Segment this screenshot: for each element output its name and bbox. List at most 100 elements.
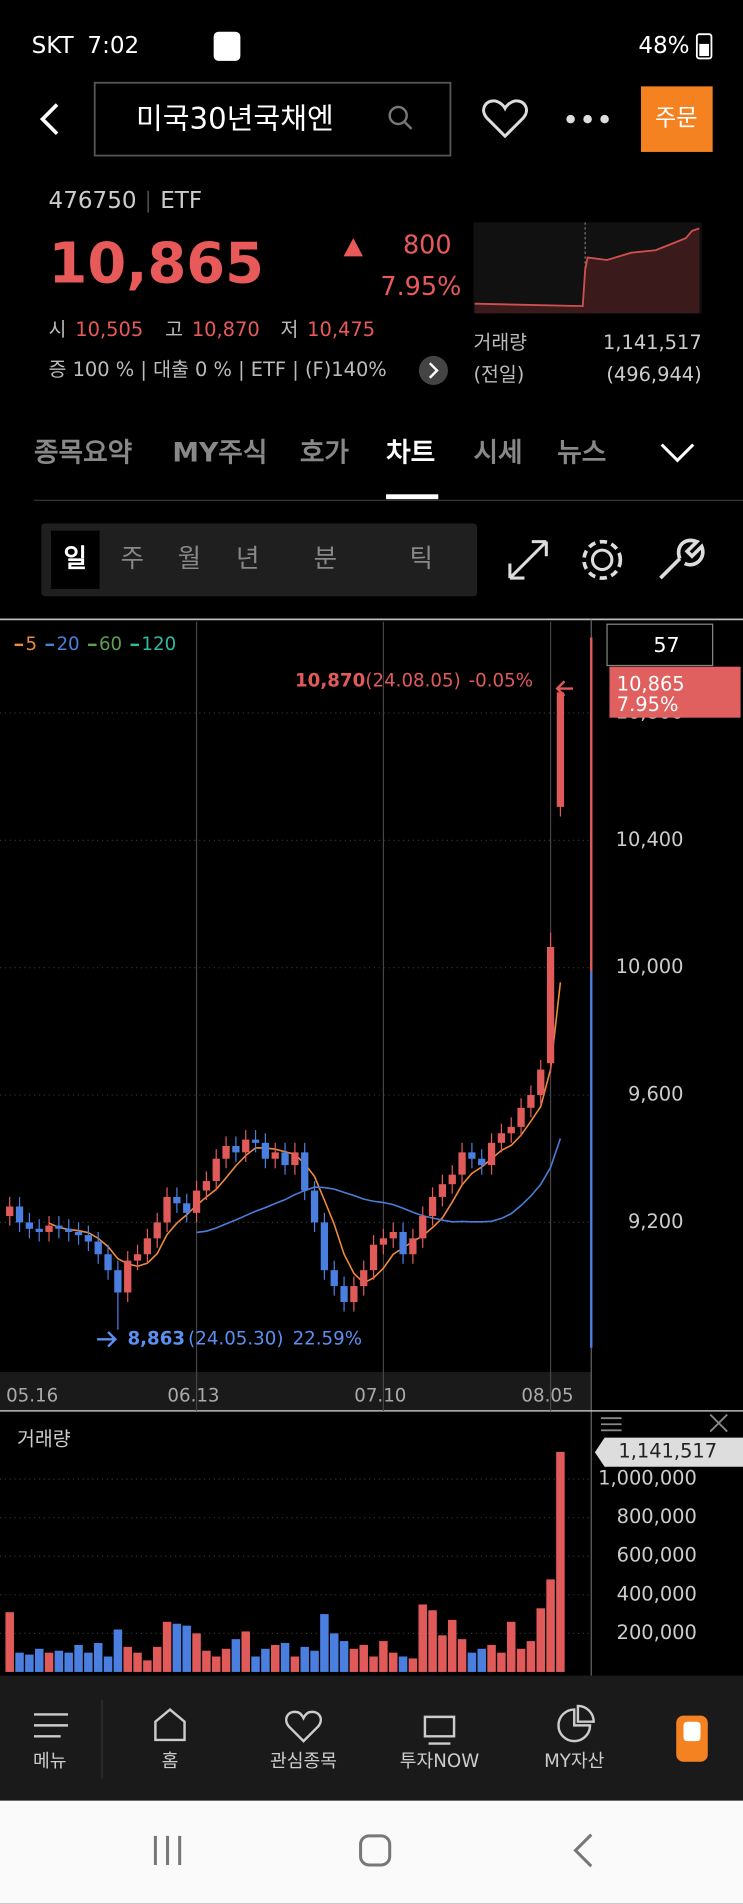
tab[interactable]: 호가: [300, 438, 350, 469]
volume-bar: [418, 1604, 427, 1672]
x-tick-label: 08.05: [521, 1385, 573, 1406]
period-button[interactable]: 분: [314, 544, 337, 574]
volume-label: 거래량: [473, 331, 527, 354]
nav-items: 메뉴 홈 관심종목 투자NOW MY자산: [33, 1704, 605, 1772]
high-note-arrow: [555, 680, 574, 697]
prev-volume: (496,944): [606, 363, 701, 386]
nav-label[interactable]: 투자NOW: [400, 1751, 479, 1772]
volume-bar: [123, 1646, 132, 1672]
candle-body: [104, 1254, 112, 1271]
period-button[interactable]: 틱: [410, 544, 433, 574]
x-tick-label: 07.10: [354, 1385, 406, 1406]
info-button[interactable]: [418, 355, 448, 386]
candle-body: [369, 1244, 378, 1271]
candle-body: [438, 1184, 447, 1197]
candle-body: [15, 1206, 24, 1223]
candle-body: [350, 1286, 358, 1303]
candle-body: [458, 1152, 466, 1175]
volume-bar: [44, 1652, 54, 1672]
candle-body: [301, 1152, 309, 1191]
y-tick-label: 9,200: [628, 1210, 684, 1233]
candle-body: [65, 1228, 73, 1232]
y-tick-label: 1,000,000: [598, 1467, 697, 1490]
period-button[interactable]: 일: [64, 544, 87, 574]
search-text: 미국30년국채엔: [136, 101, 334, 135]
system-back[interactable]: [573, 1833, 593, 1868]
nav-label[interactable]: MY자산: [544, 1751, 605, 1772]
period-button[interactable]: 주: [121, 544, 144, 574]
legend-label: 5: [25, 634, 37, 655]
volume-close[interactable]: [709, 1413, 728, 1433]
period-button[interactable]: 월: [178, 544, 201, 574]
volume-bar: [546, 1579, 555, 1672]
volume-label-box: [594, 1437, 743, 1467]
tab-expand[interactable]: [660, 443, 695, 463]
order-button[interactable]: [641, 86, 713, 152]
y-tick-label: 800,000: [617, 1505, 697, 1528]
volume-value: 1,141,517: [603, 331, 702, 354]
volume-bar: [467, 1652, 477, 1672]
more-dot[interactable]: [566, 114, 575, 124]
tab[interactable]: 종목요약: [34, 438, 133, 469]
nav-icon[interactable]: [154, 1707, 186, 1742]
volume-bar: [15, 1652, 24, 1672]
y-tick-label: 200,000: [617, 1621, 697, 1644]
period-button[interactable]: 년: [236, 544, 259, 574]
tab[interactable]: 시세: [473, 438, 522, 469]
more-dot[interactable]: [583, 114, 592, 124]
volume-bar: [339, 1641, 349, 1672]
settings-gear: [582, 539, 623, 580]
nav-icon[interactable]: [423, 1715, 456, 1745]
expand-button[interactable]: [508, 540, 548, 580]
nav-icon[interactable]: [33, 1713, 68, 1738]
volume-bar: [290, 1656, 300, 1672]
tab[interactable]: 차트: [386, 438, 435, 469]
nav-label[interactable]: 관심종목: [270, 1751, 337, 1772]
volume-menu[interactable]: [600, 1417, 622, 1432]
volume-bar: [359, 1644, 368, 1672]
volume-bar: [438, 1635, 447, 1672]
low-note-date: (24.05.30): [188, 1328, 283, 1349]
moving-average: [196, 1138, 562, 1234]
home-button[interactable]: [359, 1834, 392, 1867]
volume-bar: [241, 1631, 250, 1672]
volume-bar: [54, 1650, 64, 1672]
nav-label[interactable]: 홈: [162, 1751, 179, 1772]
volume-bar: [133, 1652, 142, 1672]
more-dot[interactable]: [600, 114, 609, 124]
candle-body: [25, 1222, 34, 1229]
candle-body: [84, 1235, 93, 1242]
candle-body: [448, 1174, 456, 1185]
candle-body: [340, 1286, 348, 1303]
y-tick-label: 9,600: [628, 1083, 684, 1106]
volume-bar: [84, 1652, 93, 1672]
volume-bar: [487, 1644, 496, 1672]
tab[interactable]: MY주식: [172, 438, 267, 469]
candle-body: [74, 1231, 83, 1236]
volume-bar: [280, 1643, 290, 1672]
period-active: [50, 530, 100, 589]
tab-underline: [386, 494, 439, 500]
volume-bar: [300, 1646, 309, 1672]
volume-bar: [74, 1644, 83, 1672]
nav-icon[interactable]: [285, 1710, 322, 1743]
back-button[interactable]: [39, 103, 59, 136]
volume-bar: [64, 1652, 73, 1672]
nav-label[interactable]: 메뉴: [33, 1751, 66, 1772]
volume-bar: [162, 1621, 172, 1672]
volume-bar: [447, 1619, 457, 1672]
stock-code: 476750: [49, 188, 137, 214]
tab[interactable]: 뉴스: [557, 438, 606, 469]
stock-type: ETF: [160, 188, 202, 214]
candle-body: [124, 1260, 132, 1293]
favorite-button[interactable]: [482, 99, 528, 139]
volume-bar: [113, 1629, 123, 1672]
recent-apps[interactable]: [153, 1835, 182, 1865]
volume-bar: [379, 1641, 388, 1672]
volume-bar: [25, 1654, 34, 1672]
tools-button[interactable]: [659, 538, 705, 580]
candle-body: [133, 1254, 142, 1261]
settings-button[interactable]: [590, 548, 614, 572]
candle-body: [428, 1196, 437, 1217]
nav-icon[interactable]: [557, 1704, 595, 1743]
